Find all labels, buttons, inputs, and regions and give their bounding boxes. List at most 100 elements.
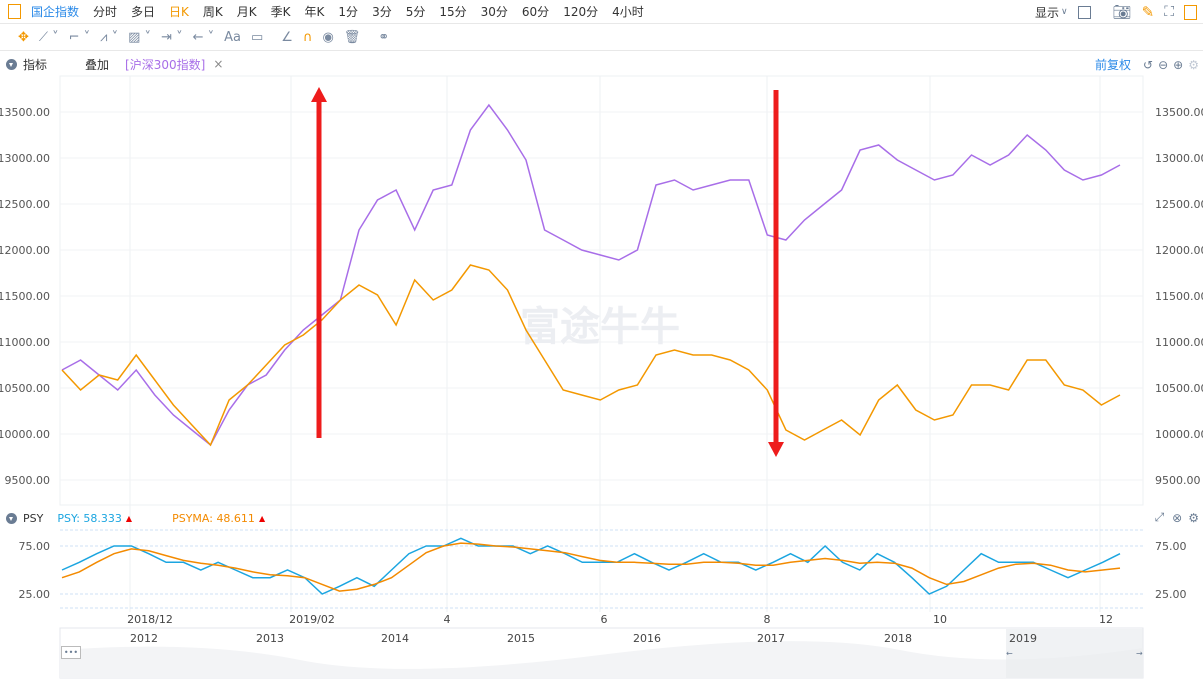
overlay-button[interactable]: 叠加 <box>85 57 110 72</box>
y-tick-label-left: 12500.00 <box>0 198 50 211</box>
up-triangle-icon: ▲ <box>258 513 266 523</box>
psy-header: PSY PSY: 58.333 ▲ PSYMA: 48.611 ▲ ⤢ ⊗ ⚙ <box>0 507 1203 529</box>
time-axis-label: 8 <box>764 613 771 626</box>
period-tab[interactable]: 4小时 <box>612 5 644 19</box>
main-plot-frame <box>59 75 1144 506</box>
link-icon[interactable]: ⚭ <box>378 30 390 45</box>
y-tick-label-right: 10500.00 <box>1155 382 1203 395</box>
period-tab[interactable]: 日K <box>169 5 189 19</box>
period-tab[interactable]: 国企指数 <box>31 5 80 19</box>
arrow-tool-icon[interactable]: ← ˅ <box>192 30 215 45</box>
period-tab[interactable]: 多日 <box>131 5 156 19</box>
y-tick-label-right: 11000.00 <box>1155 336 1203 349</box>
period-tab[interactable]: 1分 <box>338 5 359 19</box>
navigator-year: 2014 <box>381 632 409 645</box>
undo-icon[interactable]: ↺ <box>1143 57 1154 72</box>
period-tab[interactable]: 30分 <box>480 5 508 19</box>
arrowhead-down-icon <box>768 442 784 457</box>
adjust-dropdown[interactable]: 前复权 <box>1095 58 1132 72</box>
y-tick-label-right: 13500.00 <box>1155 106 1203 119</box>
y-tick-label-left: 13500.00 <box>0 106 50 119</box>
expand-icon[interactable]: ⤢ <box>1154 510 1165 524</box>
y-tick-label-right: 11500.00 <box>1155 290 1203 303</box>
y-tick-label-left: 12000.00 <box>0 244 50 257</box>
text-tool[interactable]: Aa <box>224 30 241 45</box>
period-tab[interactable]: 120分 <box>563 5 599 19</box>
trash-icon[interactable]: 🗑︎ <box>343 30 361 45</box>
range-tool-icon[interactable]: ⇥ ˅ <box>161 30 183 45</box>
line-tool-icon[interactable]: ⟋ ˅ <box>38 30 59 45</box>
close-panel-icon[interactable]: ⊗ <box>1172 510 1183 525</box>
overlay-series-line <box>61 103 1121 447</box>
period-tab[interactable]: 15分 <box>439 5 467 19</box>
eye-icon[interactable]: ◉ <box>322 30 334 45</box>
comment-icon[interactable]: ▭ <box>250 30 264 45</box>
y-tick-label-left: 9500.00 <box>5 474 51 487</box>
period-tab[interactable]: 周K <box>202 5 223 19</box>
time-axis-label: 12 <box>1099 613 1113 626</box>
wave-tool-icon[interactable]: ⩘ ˅ <box>100 30 119 45</box>
up-triangle-icon: ▲ <box>125 513 133 523</box>
magnet-icon[interactable]: ∩ <box>302 30 313 45</box>
period-tab[interactable]: 60分 <box>521 5 550 19</box>
time-axis-label: 10 <box>933 613 947 626</box>
fib-tool-icon[interactable]: ▨ ˅ <box>128 30 152 45</box>
period-tab[interactable]: 年K <box>304 5 325 19</box>
zoom-out-icon[interactable]: ⊖ <box>1158 57 1169 72</box>
collapse-icon[interactable] <box>6 58 17 70</box>
move-icon[interactable]: ✥ <box>18 30 29 45</box>
period-tab[interactable]: 月K <box>236 5 257 19</box>
camera-icon[interactable]: 📷︎ <box>1112 3 1132 21</box>
watermark: 富途牛牛 <box>520 304 680 350</box>
navigator-year: 2019 <box>1009 632 1037 645</box>
angle-icon[interactable]: ∠ <box>281 30 293 45</box>
y-tick-label-left: 11000.00 <box>0 336 50 349</box>
drawing-toolbar: ✥ ⟋ ˅ ⌐ ˅ ⩘ ˅ ▨ ˅ ⇥ ˅ ← ˅ Aa ▭ ∠ ∩ ◉ 🗑︎ … <box>0 25 1203 51</box>
psy-tick-left: 25.00 <box>19 588 51 601</box>
chart-type-dropdown[interactable] <box>1077 5 1091 19</box>
navigator-year: 2015 <box>507 632 535 645</box>
psy-settings-icon[interactable]: ⚙ <box>1188 510 1199 525</box>
psy-tick-right: 75.00 <box>1155 540 1187 553</box>
panel-toggle-icon[interactable] <box>1184 4 1197 20</box>
navigator-handle[interactable]: ••• <box>61 646 81 659</box>
y-tick-label-right: 10000.00 <box>1155 428 1203 441</box>
period-tab[interactable]: 分时 <box>93 5 118 19</box>
period-tab[interactable]: 季K <box>270 5 291 19</box>
pencil-icon[interactable]: ✎ <box>1141 3 1155 21</box>
display-dropdown[interactable]: 显示 <box>1034 5 1059 20</box>
psy-line <box>61 537 1121 595</box>
polyline-tool-icon[interactable]: ⌐ ˅ <box>68 30 91 45</box>
psy-tick-left: 75.00 <box>19 540 51 553</box>
navigator-year: 2018 <box>884 632 912 645</box>
remove-overlay-button[interactable]: × <box>213 57 224 71</box>
y-tick-label-right: 13000.00 <box>1155 152 1203 165</box>
y-tick-label-right: 9500.00 <box>1155 474 1201 487</box>
y-tick-label-left: 10500.00 <box>0 382 50 395</box>
main-series-line <box>61 264 1121 447</box>
psy-name: PSY <box>23 511 44 525</box>
y-tick-label-right: 12000.00 <box>1155 244 1203 257</box>
collapse-psy-icon[interactable] <box>6 512 17 524</box>
psyma-line <box>61 542 1121 592</box>
fullscreen-icon[interactable]: ⛶ <box>1164 4 1174 20</box>
navigator-year: 2017 <box>757 632 785 645</box>
navigator-left-handle-icon: ← <box>1006 649 1013 658</box>
psyma-value: PSYMA: 48.611 <box>172 511 255 525</box>
navigator-window <box>1006 629 1143 678</box>
y-tick-label-right: 12500.00 <box>1155 198 1203 211</box>
y-tick-label-left: 13000.00 <box>0 152 50 165</box>
indicator-button[interactable]: 指标 <box>23 57 48 72</box>
overlay-item: [沪深300指数] <box>125 57 206 72</box>
period-tab[interactable]: 3分 <box>372 5 392 19</box>
navigator-area <box>60 641 1143 678</box>
zoom-in-icon[interactable]: ⊕ <box>1173 57 1184 72</box>
time-axis-label: 2019/02 <box>289 613 335 626</box>
navigator-year: 2013 <box>256 632 284 645</box>
settings-icon[interactable]: ⚙ <box>1188 57 1199 72</box>
time-axis-label: 4 <box>444 613 451 626</box>
layout-icon[interactable] <box>8 4 21 19</box>
chevron-down-icon: ∨ <box>1060 7 1068 17</box>
period-tab[interactable]: 5分 <box>405 5 426 19</box>
